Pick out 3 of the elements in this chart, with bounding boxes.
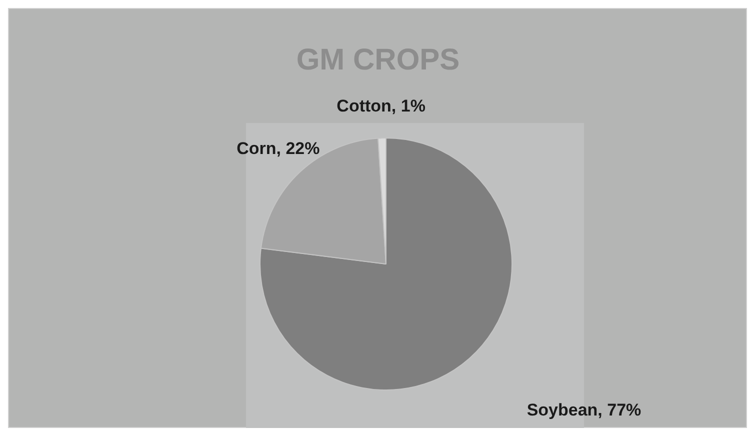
slice-label: Corn, 22% (236, 138, 320, 158)
slice-label: Cotton, 1% (336, 96, 426, 116)
slice-label: Soybean, 77% (526, 400, 642, 420)
